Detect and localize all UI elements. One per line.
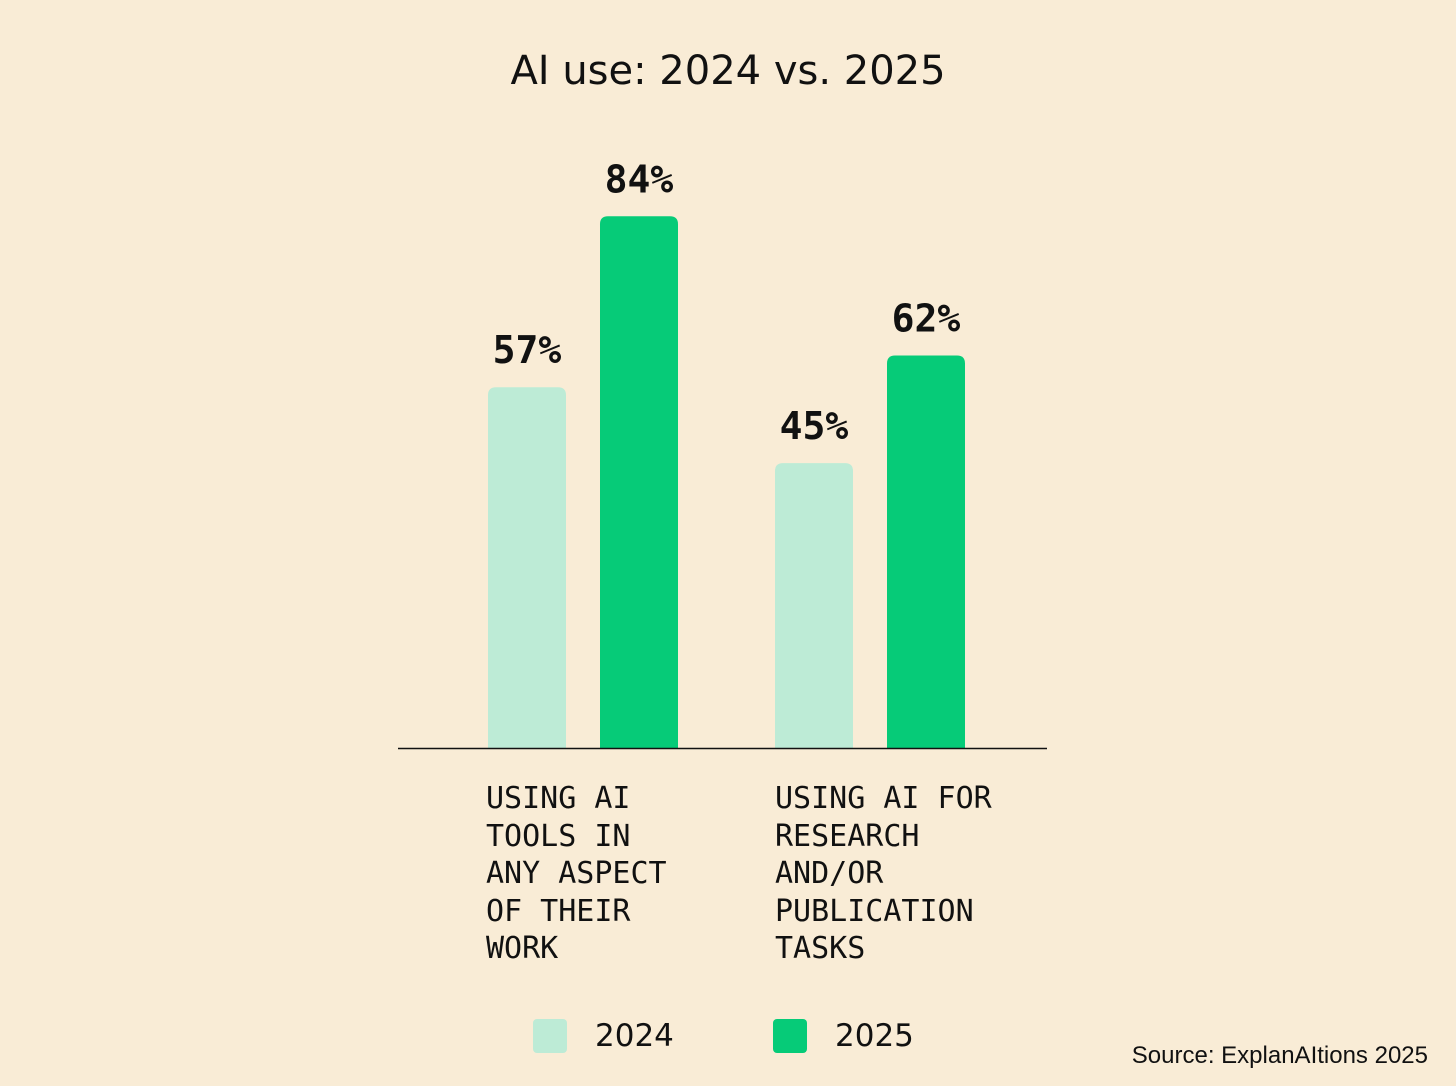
category-line: RESEARCH	[775, 818, 920, 854]
legend-swatch-2025	[773, 1019, 807, 1053]
chart-title: AI use: 2024 vs. 2025	[510, 48, 946, 94]
legend-item-2024: 2024	[533, 1018, 674, 1054]
legend-label: 2024	[595, 1018, 674, 1054]
legend-label: 2025	[835, 1018, 914, 1054]
legend-swatch-2024	[533, 1019, 567, 1053]
category-line: WORK	[486, 931, 559, 966]
bar-2025-0	[600, 216, 678, 748]
category-line: USING AI FOR	[775, 781, 992, 816]
category-line: PUBLICATION	[775, 893, 974, 929]
category-line: USING AI	[486, 781, 631, 816]
bar-2025-1	[887, 355, 965, 748]
legend-item-2025: 2025	[773, 1018, 914, 1054]
data-label: 84%	[605, 157, 674, 201]
category-line: TOOLS IN	[486, 818, 631, 854]
data-label: 62%	[892, 297, 961, 341]
category-label-1: USING AI FOR RESEARCH AND/OR PUBLICATION…	[775, 780, 992, 968]
category-line: TASKS	[775, 931, 866, 966]
category-line: AND/OR	[775, 856, 884, 891]
source-note: Source: ExplanAItions 2025	[1131, 1042, 1428, 1069]
bar-2024-1	[775, 463, 853, 748]
category-line: ANY ASPECT	[486, 856, 667, 891]
category-label-0: USING AI TOOLS IN ANY ASPECT OF THEIR WO…	[486, 780, 667, 968]
bar-2024-0	[488, 387, 566, 748]
data-label: 57%	[493, 328, 562, 372]
category-line: OF THEIR	[486, 893, 631, 929]
data-label: 45%	[780, 404, 849, 448]
